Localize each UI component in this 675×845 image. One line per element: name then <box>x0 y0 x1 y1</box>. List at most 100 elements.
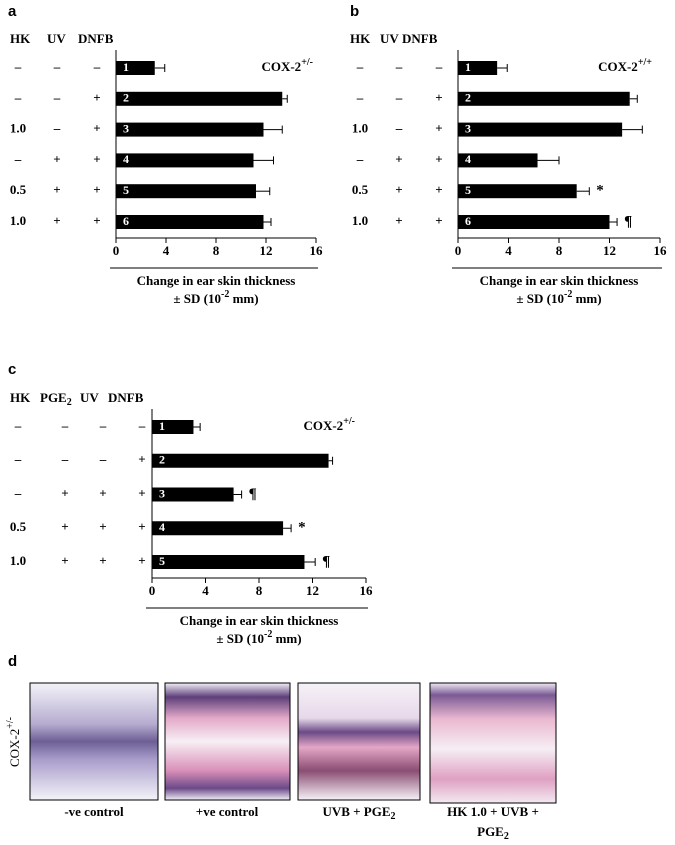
x-axis-label-sup: -2 <box>221 289 229 300</box>
histology-image <box>29 682 159 801</box>
x-axis-label-part: ± SD (10 <box>173 291 221 306</box>
treatment: 1.0 <box>10 553 26 568</box>
column-header: DNFB <box>78 31 114 46</box>
bar <box>458 184 577 199</box>
treatment: – <box>14 90 22 105</box>
treatment: + <box>99 553 106 568</box>
caption-sub: 2 <box>391 811 396 822</box>
x-axis-label-part: ± SD (10 <box>516 291 564 306</box>
error-bar <box>283 524 292 533</box>
treatment: 0.5 <box>10 519 27 534</box>
error-bar <box>537 156 560 165</box>
treatment: + <box>93 90 100 105</box>
caption: PGE2 <box>477 824 509 842</box>
column-header: DNFB <box>402 31 438 46</box>
treatment: – <box>61 452 69 467</box>
error-bar <box>193 423 201 431</box>
treatment: + <box>93 182 100 197</box>
treatment: – <box>138 418 146 433</box>
column-header-part: HK <box>10 390 31 405</box>
x-tick-label: 16 <box>654 243 668 258</box>
treatment: – <box>53 59 61 74</box>
caption-part: PGE <box>477 824 504 839</box>
bar <box>116 153 254 168</box>
bar-label: 1 <box>465 60 471 74</box>
genotype-label-sup: +/- <box>343 416 355 427</box>
bar-label: 3 <box>123 121 129 135</box>
treatment: – <box>356 90 364 105</box>
treatment: + <box>93 121 100 136</box>
caption-sub: 2 <box>504 831 509 842</box>
column-header-part: UV <box>380 31 399 46</box>
column-header-sub: 2 <box>67 397 72 408</box>
error-bar <box>256 187 271 196</box>
bar <box>458 153 538 168</box>
bar <box>116 61 155 75</box>
treatment: + <box>435 151 442 166</box>
treatment: + <box>435 121 442 136</box>
x-axis-label-sup: -2 <box>564 289 572 300</box>
genotype-label-part: COX-2 <box>7 729 22 767</box>
treatment: + <box>93 213 100 228</box>
error-bar <box>154 64 166 72</box>
x-tick-label: 8 <box>556 243 563 258</box>
caption: UVB + PGE2 <box>322 804 395 822</box>
treatment: + <box>61 485 68 500</box>
treatment: – <box>53 90 61 105</box>
treatment: – <box>99 452 107 467</box>
treatment: + <box>435 90 442 105</box>
caption: -ve control <box>64 804 124 819</box>
treatment: – <box>53 121 61 136</box>
x-tick-label: 0 <box>149 583 156 598</box>
genotype-label-sup: +/- <box>301 57 313 68</box>
x-axis-label: ± SD (10-2 mm) <box>173 289 258 306</box>
bar-label: 6 <box>465 214 471 228</box>
bar <box>152 420 194 434</box>
treatment: + <box>53 151 60 166</box>
x-tick-label: 0 <box>455 243 462 258</box>
bar-label: 4 <box>123 152 129 166</box>
error-bar <box>622 125 643 134</box>
column-header: PGE2 <box>40 390 72 408</box>
column-header-part: HK <box>350 31 371 46</box>
column-header: UV <box>380 31 399 46</box>
histology-image <box>429 682 557 804</box>
x-axis-label-part: mm) <box>272 631 301 646</box>
genotype-label: COX-2+/- <box>261 57 313 74</box>
x-axis-label: ± SD (10-2 mm) <box>216 629 301 646</box>
error-bar <box>609 218 618 226</box>
treatment: – <box>93 59 101 74</box>
panel-label: c <box>8 361 16 378</box>
treatment: 1.0 <box>10 213 26 228</box>
x-tick-label: 12 <box>603 243 616 258</box>
bar-label: 3 <box>159 486 165 500</box>
annotation: ¶ <box>249 486 257 502</box>
bar-label: 5 <box>159 554 165 568</box>
x-tick-label: 16 <box>360 583 374 598</box>
error-bar <box>253 156 274 165</box>
bar <box>116 122 264 137</box>
x-axis-label: Change in ear skin thickness <box>480 273 639 288</box>
bar <box>152 521 284 536</box>
x-axis-label-part: ± SD (10 <box>216 631 264 646</box>
histology-image <box>297 682 421 801</box>
treatment: + <box>99 485 106 500</box>
x-axis-label: ± SD (10-2 mm) <box>516 289 601 306</box>
column-header: HK <box>10 390 31 405</box>
caption: HK 1.0 + UVB + <box>447 804 539 819</box>
treatment: – <box>14 151 22 166</box>
x-axis-label-part: mm) <box>229 291 258 306</box>
x-tick-label: 8 <box>256 583 263 598</box>
treatment: + <box>435 213 442 228</box>
bar <box>152 555 305 569</box>
column-header: UV <box>80 390 99 405</box>
bar <box>458 61 498 75</box>
treatment: – <box>356 59 364 74</box>
genotype-label-sup: +/+ <box>638 57 652 68</box>
annotation: ¶ <box>322 553 330 569</box>
bar-label: 1 <box>159 419 165 433</box>
bar-label: 1 <box>123 60 129 74</box>
treatment: – <box>14 59 22 74</box>
column-header-part: DNFB <box>78 31 114 46</box>
